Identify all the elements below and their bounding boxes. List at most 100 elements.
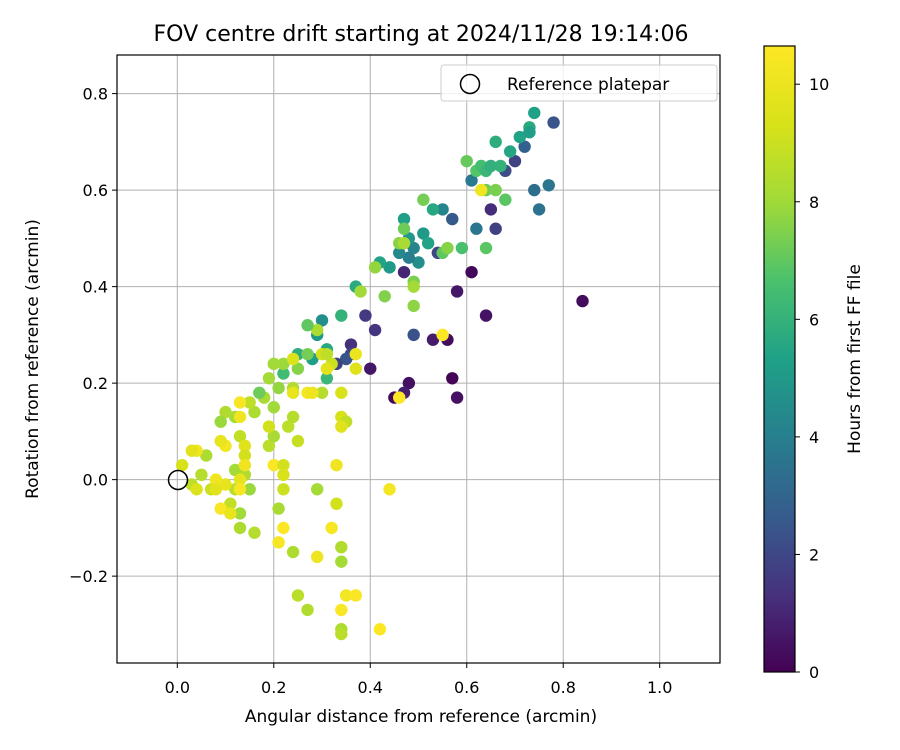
data-point — [417, 193, 430, 206]
x-tick-label: 0.4 — [358, 678, 383, 697]
data-point — [272, 502, 285, 515]
colorbar-tick-label: 8 — [809, 193, 819, 212]
x-tick-label: 1.0 — [647, 678, 672, 697]
data-point — [446, 372, 459, 385]
data-point — [315, 314, 329, 327]
data-point — [277, 367, 290, 380]
data-point — [508, 154, 522, 168]
data-point — [402, 251, 416, 264]
data-point — [417, 227, 430, 240]
data-point — [407, 299, 420, 313]
data-point — [528, 106, 541, 120]
data-point — [339, 589, 353, 602]
data-point — [344, 338, 358, 351]
data-point — [209, 483, 223, 496]
data-point — [320, 362, 334, 375]
data-point — [277, 357, 290, 371]
data-point — [233, 430, 247, 443]
data-point — [335, 540, 348, 554]
data-point — [267, 430, 280, 443]
data-point — [489, 222, 502, 235]
data-point — [397, 222, 411, 235]
colorbar-tick-label: 6 — [809, 310, 819, 329]
data-point — [532, 203, 546, 216]
data-point — [364, 362, 377, 375]
data-point — [479, 241, 493, 255]
x-tick-label: 0.2 — [261, 678, 286, 697]
data-point — [233, 410, 247, 424]
data-point — [528, 183, 541, 197]
x-tick-label: 0.8 — [550, 678, 575, 697]
x-axis-label: Angular distance from reference (arcmin) — [245, 707, 597, 727]
data-point — [335, 309, 348, 322]
data-point — [460, 154, 473, 168]
data-point — [421, 236, 435, 250]
data-point — [450, 391, 464, 404]
data-point — [335, 627, 348, 641]
colorbar-tick-label: 0 — [809, 663, 819, 682]
data-point — [426, 333, 440, 346]
data-point — [576, 294, 589, 308]
data-point — [489, 135, 502, 149]
data-point — [291, 589, 305, 602]
data-point — [248, 526, 261, 539]
data-point — [335, 420, 348, 433]
data-point — [277, 483, 290, 496]
data-point — [441, 241, 454, 255]
colorbar-tick-label: 10 — [809, 75, 829, 94]
data-point — [253, 386, 266, 399]
data-point — [349, 589, 362, 602]
data-point — [224, 507, 237, 520]
data-point — [233, 483, 247, 496]
data-point — [465, 174, 478, 187]
colorbar: 0 2 4 6 8 10 Hours from first FF file — [763, 45, 865, 682]
data-point — [436, 203, 449, 216]
data-point — [397, 212, 411, 226]
data-point — [330, 497, 343, 510]
data-point — [291, 362, 305, 375]
data-point — [436, 328, 449, 342]
data-point — [349, 362, 362, 375]
data-point — [393, 391, 406, 404]
data-point — [503, 145, 517, 158]
data-point — [475, 183, 488, 197]
data-point — [378, 290, 391, 303]
data-point — [368, 323, 382, 337]
x-axis-ticks: 0.0 0.2 0.4 0.6 0.8 1.0 — [165, 663, 672, 697]
data-point — [349, 347, 362, 361]
data-point — [470, 222, 483, 235]
colorbar-label: Hours from first FF file — [845, 264, 865, 454]
data-point — [286, 352, 300, 366]
data-point — [190, 483, 203, 496]
data-point — [523, 126, 536, 139]
data-point — [233, 396, 247, 409]
reference-platepar-marker — [167, 469, 189, 491]
data-point — [450, 285, 464, 298]
data-point — [214, 502, 227, 515]
data-point — [499, 193, 512, 206]
data-point — [484, 203, 498, 216]
colorbar-tick-label: 2 — [809, 545, 819, 564]
data-point — [335, 603, 348, 617]
data-point — [277, 521, 290, 535]
data-point — [315, 386, 329, 399]
chart-title: FOV centre drift starting at 2024/11/28 … — [154, 22, 689, 47]
data-point — [547, 116, 560, 129]
data-point — [407, 328, 420, 342]
data-point — [330, 458, 343, 472]
data-point — [484, 159, 498, 173]
data-point — [233, 521, 247, 535]
data-point — [310, 550, 324, 564]
data-point — [175, 458, 189, 472]
data-point — [335, 555, 348, 568]
data-point — [214, 434, 227, 448]
data-point — [354, 285, 367, 298]
legend-label: Reference platepar — [507, 75, 669, 95]
grid-lines — [117, 55, 720, 663]
data-point — [262, 420, 276, 433]
y-tick-label: 0.4 — [83, 278, 108, 297]
legend-box — [440, 64, 718, 102]
data-point — [513, 130, 527, 144]
data-point — [286, 386, 300, 399]
